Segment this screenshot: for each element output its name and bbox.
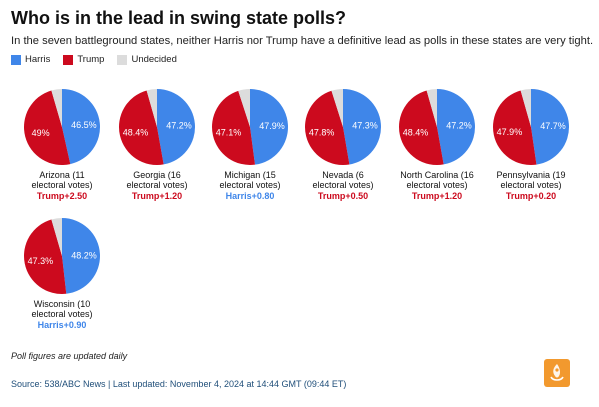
data-label-harris-georgia: 47.2%	[166, 121, 192, 131]
state-name-north-carolina: North Carolina (16	[400, 170, 474, 180]
pie-slice-undecided-wisconsin	[51, 218, 62, 256]
pie-slice-undecided-georgia	[146, 89, 157, 127]
data-label-trump-pennsylvania: 47.9%	[497, 127, 523, 137]
state-name-wisconsin: Wisconsin (10	[34, 299, 91, 309]
source-line: Source: 538/ABC News | Last updated: Nov…	[11, 379, 347, 389]
data-label-harris-wisconsin: 48.2%	[71, 250, 97, 260]
state-votes-north-carolina: electoral votes)	[406, 180, 467, 190]
lead-label-wisconsin: Harris+0.90	[38, 320, 87, 330]
chart-title: Who is in the lead in swing state polls?	[11, 8, 347, 28]
pie-slice-harris-pennsylvania	[531, 89, 569, 165]
lead-label-pennsylvania: Trump+0.20	[506, 191, 556, 201]
data-label-harris-pennsylvania: 47.7%	[540, 121, 566, 131]
data-label-trump-arizona: 49%	[32, 128, 50, 138]
state-name-michigan: Michigan (15	[224, 170, 276, 180]
lead-label-north-carolina: Trump+1.20	[412, 191, 462, 201]
state-votes-arizona: electoral votes)	[31, 180, 92, 190]
legend-label-harris: Harris	[25, 54, 51, 65]
lead-label-arizona: Trump+2.50	[37, 191, 87, 201]
legend: Harris Trump Undecided	[11, 54, 177, 65]
state-votes-wisconsin: electoral votes)	[31, 309, 92, 319]
pie-slice-harris-michigan	[250, 89, 289, 165]
pie-slice-undecided-north-carolina	[426, 89, 437, 127]
legend-item-trump: Trump	[63, 54, 104, 65]
legend-label-trump: Trump	[77, 54, 105, 65]
state-name-arizona: Arizona (11	[39, 170, 84, 180]
pie-slice-undecided-nevada	[331, 89, 343, 127]
legend-label-undecided: Undecided	[131, 54, 177, 65]
state-name-nevada: Nevada (6	[322, 170, 364, 180]
pie-slice-trump-nevada	[304, 90, 350, 166]
footnote: Poll figures are updated daily	[11, 351, 128, 361]
data-label-trump-nevada: 47.8%	[309, 128, 335, 138]
data-label-trump-georgia: 48.4%	[123, 127, 149, 137]
state-votes-michigan: electoral votes)	[219, 180, 280, 190]
pie-slice-harris-wisconsin	[62, 218, 101, 294]
state-votes-pennsylvania: electoral votes)	[500, 180, 561, 190]
state-votes-nevada: electoral votes)	[312, 180, 373, 190]
state-votes-georgia: electoral votes)	[126, 180, 187, 190]
state-name-pennsylvania: Pennsylvania (19	[496, 170, 565, 180]
pie-slice-undecided-pennsylvania	[520, 89, 531, 127]
pie-slice-trump-wisconsin	[23, 219, 67, 295]
data-label-trump-wisconsin: 47.3%	[28, 256, 54, 266]
data-label-harris-arizona: 46.5%	[71, 120, 97, 130]
lead-label-michigan: Harris+0.80	[226, 191, 275, 201]
pie-slice-harris-arizona	[62, 89, 100, 165]
legend-item-undecided: Undecided	[117, 54, 177, 65]
data-label-harris-nevada: 47.3%	[352, 121, 378, 131]
pie-slice-trump-pennsylvania	[493, 90, 537, 165]
legend-item-harris: Harris	[11, 54, 50, 65]
pie-slice-trump-georgia	[118, 90, 164, 165]
pie-slice-trump-north-carolina	[399, 90, 444, 165]
pie-slice-harris-georgia	[157, 89, 196, 165]
data-label-harris-north-carolina: 47.2%	[446, 121, 472, 131]
pie-slice-trump-arizona	[24, 90, 71, 165]
pie-slice-undecided-michigan	[238, 89, 250, 127]
data-label-trump-michigan: 47.1%	[216, 127, 242, 137]
legend-swatch-undecided	[117, 54, 128, 65]
lead-label-nevada: Trump+0.50	[318, 191, 368, 201]
brand-logo-icon	[544, 359, 570, 387]
data-label-trump-north-carolina: 48.4%	[403, 127, 429, 137]
state-name-georgia: Georgia (16	[133, 170, 181, 180]
chart-subtitle: In the seven battleground states, neithe…	[11, 35, 594, 47]
pie-slice-harris-north-carolina	[437, 89, 475, 165]
legend-swatch-trump	[63, 54, 74, 65]
pie-slice-trump-michigan	[211, 90, 255, 165]
pie-slice-harris-nevada	[343, 89, 382, 165]
lead-label-georgia: Trump+1.20	[132, 191, 182, 201]
legend-swatch-harris	[11, 54, 21, 65]
data-label-harris-michigan: 47.9%	[259, 121, 285, 131]
pie-slice-undecided-arizona	[51, 89, 62, 127]
